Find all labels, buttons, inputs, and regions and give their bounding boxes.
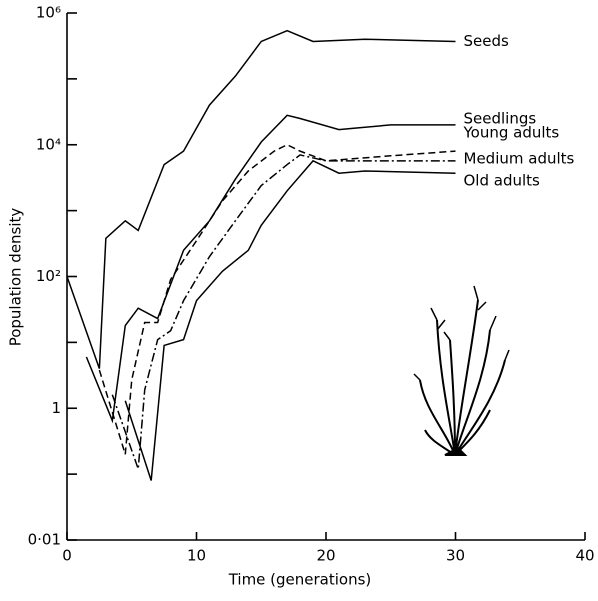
series-line (112, 155, 455, 469)
x-axis-label: Time (generations) (228, 571, 372, 589)
y-tick-label: 10² (36, 267, 61, 285)
y-tick-label: 10⁶ (36, 4, 61, 22)
x-tick-label: 10 (187, 547, 206, 565)
y-axis-label: Population density (7, 208, 25, 347)
series-line (125, 161, 455, 481)
series-label: Young adults (463, 124, 560, 142)
chart: Time (generations) Population density 0 1… (0, 0, 598, 597)
y-tick-label: 0·01 (28, 531, 61, 549)
series-line (99, 145, 455, 455)
series-label: Old adults (464, 172, 541, 190)
x-tick-label: 0 (62, 547, 72, 565)
y-tick-label: 10⁴ (36, 135, 61, 153)
y-tick-label: 1 (51, 399, 61, 417)
plant-illustration (414, 286, 509, 455)
x-tick-label: 30 (446, 547, 465, 565)
x-tick-label: 40 (575, 547, 594, 565)
series-line (67, 31, 456, 369)
series-label: Seeds (464, 32, 510, 50)
series-label: Medium adults (464, 149, 575, 167)
x-tick-label: 20 (316, 547, 335, 565)
